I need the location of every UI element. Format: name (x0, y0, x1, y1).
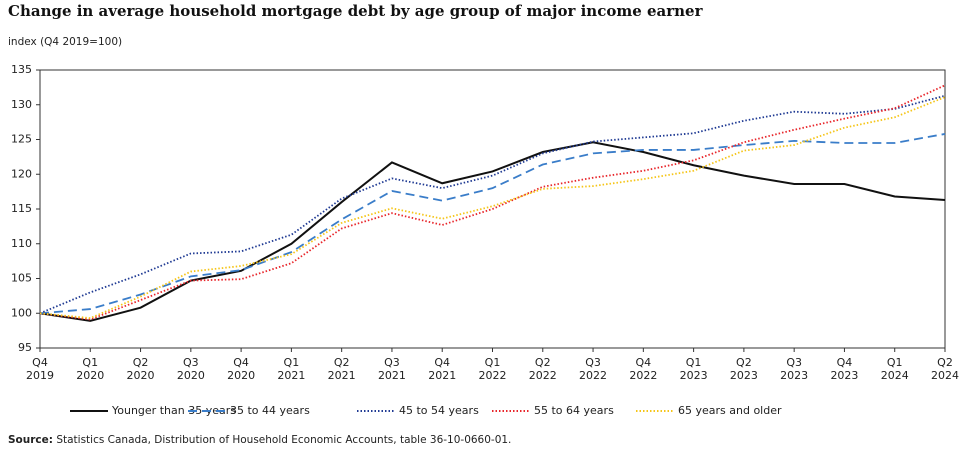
y-tick-label: 125 (11, 133, 32, 146)
source-label: Source: (8, 434, 53, 446)
x-tick-label: Q1 2023 (679, 356, 708, 382)
y-tick-label: 130 (11, 98, 32, 111)
line-series (39, 84, 946, 321)
source: Source: Statistics Canada, Distribution … (8, 434, 511, 446)
y-tick-label: 120 (11, 167, 32, 180)
y-tick-label: 115 (11, 202, 32, 215)
x-tick-label: Q4 2022 (629, 356, 658, 382)
y-tick-label: 105 (11, 272, 32, 285)
x-tick-label: Q2 2023 (729, 356, 758, 382)
line-series (39, 96, 946, 320)
line-series (39, 141, 946, 322)
x-tick-label: Q1 2022 (478, 356, 507, 382)
x-tick-label: Q1 2020 (76, 356, 105, 382)
x-tick-label: Q2 2024 (931, 356, 959, 382)
legend-label: 35 to 44 years (230, 404, 310, 417)
legend-label: 65 years and older (678, 404, 782, 417)
chart-title: Change in average household mortgage deb… (8, 2, 703, 20)
y-tick-label: 135 (11, 63, 32, 76)
x-tick-label: Q2 2021 (327, 356, 356, 382)
line-series (39, 94, 946, 315)
source-text: Statistics Canada, Distribution of House… (56, 434, 512, 446)
x-tick-label: Q3 2020 (176, 356, 205, 382)
y-tick-label: 110 (11, 237, 32, 250)
x-tick-label: Q4 2023 (830, 356, 859, 382)
legend-label: 45 to 54 years (399, 404, 479, 417)
axis-unit: index (Q4 2019=100) (8, 36, 123, 48)
y-tick-label: 95 (18, 341, 32, 354)
x-tick-label: Q3 2023 (780, 356, 809, 382)
y-tick-label: 100 (11, 306, 32, 319)
line-series (39, 133, 946, 315)
x-tick-label: Q1 2024 (880, 356, 909, 382)
legend-label: Younger than 35 years (111, 404, 236, 417)
x-tick-label: Q2 2020 (126, 356, 155, 382)
x-tick-label: Q1 2021 (277, 356, 306, 382)
x-tick-label: Q4 2020 (227, 356, 256, 382)
x-tick-label: Q2 2022 (528, 356, 557, 382)
x-tick-label: Q4 2021 (428, 356, 457, 382)
legend-label: 55 to 64 years (534, 404, 614, 417)
x-tick-label: Q3 2021 (377, 356, 406, 382)
x-tick-label: Q3 2022 (579, 356, 608, 382)
x-tick-label: Q4 2019 (26, 356, 54, 382)
